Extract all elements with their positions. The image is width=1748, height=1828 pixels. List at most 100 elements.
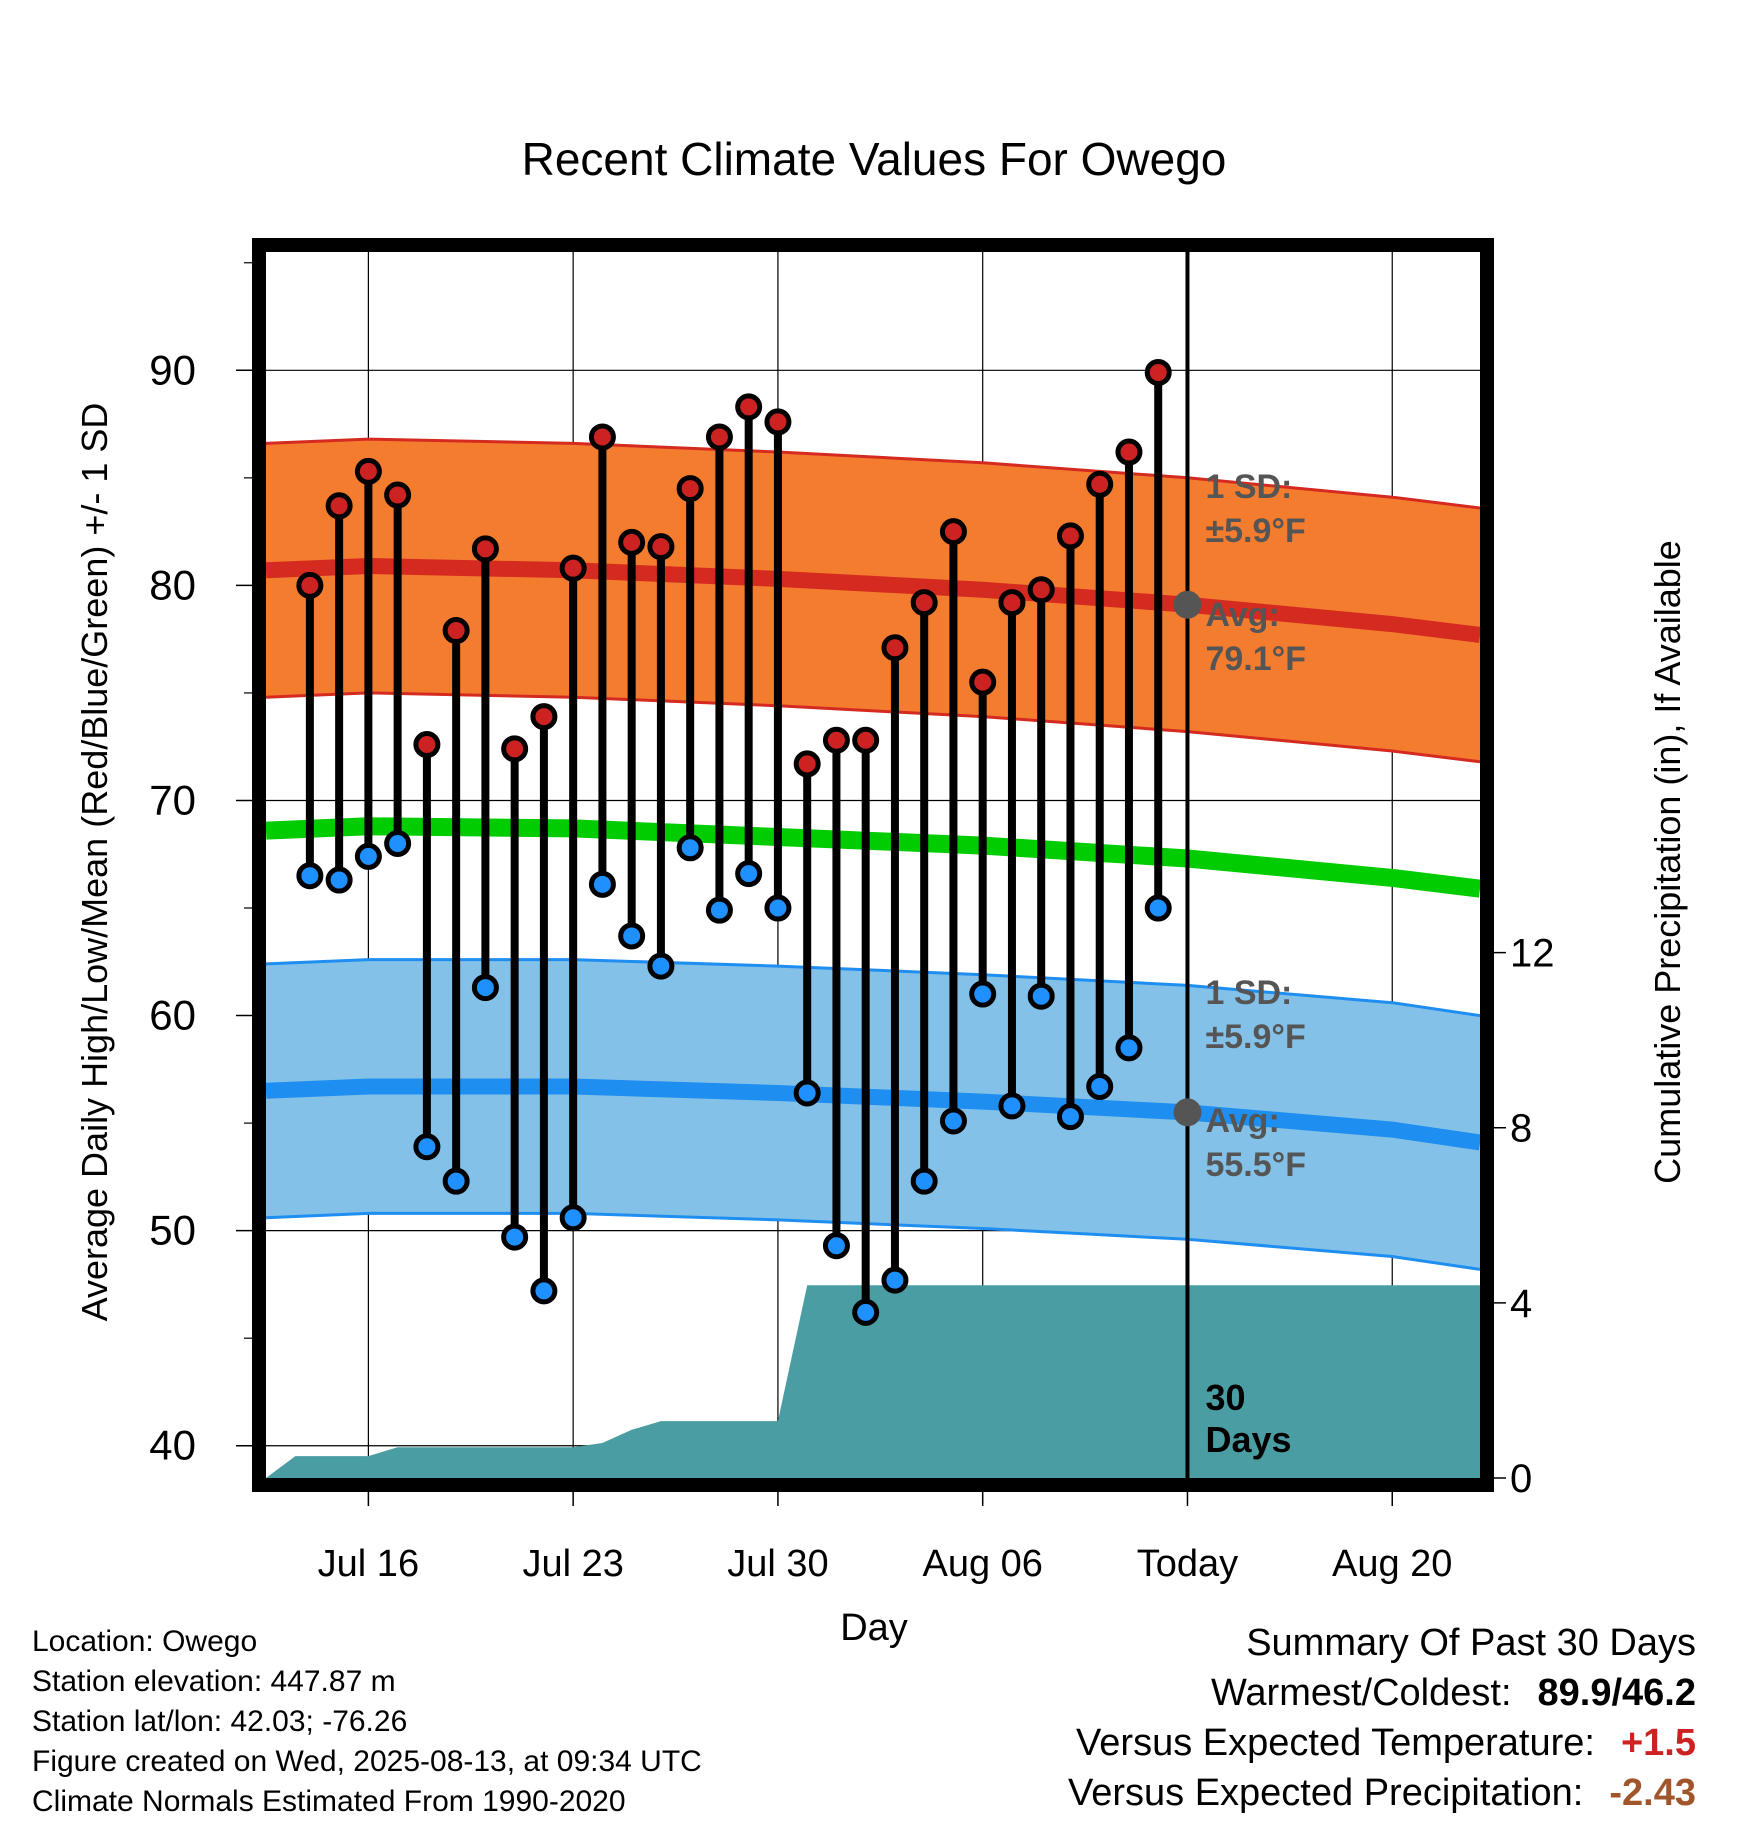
summary-title: Summary Of Past 30 Days (1246, 1622, 1696, 1664)
daily-low-point (325, 866, 353, 894)
daily-high-point (559, 554, 587, 582)
axes: 40 50 60 70 80 90 0 4 8 12 Jul 16 Jul 23 Jul 30 Aug 0… (149, 262, 1555, 1585)
precip-label: Versus Expected Precipitation: (1067, 1772, 1584, 1814)
daily-high-point (384, 481, 412, 509)
daily-low-point (969, 980, 997, 1008)
daily-low-point (822, 1232, 850, 1260)
y-tick-label: 70 (149, 776, 196, 823)
daily-low-point (354, 842, 382, 870)
location-text: Location: Owego (32, 1625, 258, 1658)
high-sd-label: 1 SD: (1205, 468, 1292, 506)
daily-high-point (296, 571, 324, 599)
y-right-tick-label: 4 (1510, 1282, 1532, 1326)
daily-high-point (998, 589, 1026, 617)
daily-range-stems (305, 372, 1163, 1313)
daily-low-point (910, 1167, 938, 1195)
daily-high-point (588, 423, 616, 451)
low-sd-value: ±5.9°F (1205, 1018, 1305, 1056)
y-right-tick-label: 12 (1510, 932, 1555, 976)
daily-high-point (647, 533, 675, 561)
daily-low-point (793, 1079, 821, 1107)
x-tick-label: Jul 23 (522, 1543, 623, 1585)
x-tick-label: Today (1137, 1543, 1238, 1585)
daily-low-point (1115, 1034, 1143, 1062)
daily-high-point (822, 726, 850, 754)
daily-high-point (676, 475, 704, 503)
high-band-lower-edge (266, 691, 1480, 764)
daily-low-point (1144, 894, 1172, 922)
chart-title: Recent Climate Values For Owego (522, 133, 1227, 185)
high-avg-value: 79.1°F (1205, 640, 1306, 678)
daily-low-point (647, 952, 675, 980)
summary-extremes: Warmest/Coldest: 89.9/46.2 (1068, 1668, 1696, 1718)
daily-points (296, 358, 1172, 1326)
x-axis-label: Day (840, 1607, 908, 1649)
normals-text: Climate Normals Estimated From 1990-2020 (32, 1785, 626, 1818)
daily-low-point (764, 894, 792, 922)
elevation-text: Station elevation: 447.87 m (32, 1665, 396, 1698)
summary-precip: Versus Expected Precipitation: -2.43 (1068, 1768, 1696, 1818)
mean-normal-line (266, 817, 1480, 898)
daily-low-point (939, 1107, 967, 1135)
y-axis-right-label: Cumulative Precipitation (in), If Availa… (1647, 540, 1688, 1184)
plot-frame (252, 238, 1494, 1492)
high-band-upper-edge (266, 437, 1480, 510)
y-tick-label: 50 (149, 1207, 196, 1254)
y-right-tick-label: 8 (1510, 1107, 1532, 1151)
today-high-normal-marker (1173, 590, 1202, 619)
x-tick-label: Aug 20 (1332, 1543, 1452, 1585)
temp-label: Versus Expected Temperature: (1076, 1722, 1595, 1764)
low-normal-line (266, 1078, 1480, 1151)
daily-high-point (1027, 576, 1055, 604)
daily-low-point (559, 1204, 587, 1232)
y-tick-label: 40 (149, 1422, 196, 1469)
x-tick-label: Aug 06 (922, 1543, 1042, 1585)
daily-low-point (384, 829, 412, 857)
daily-high-point (735, 393, 763, 421)
annotations: 1 SD: ±5.9°F Avg: 79.1°F 1 SD: ±5.9°F Avg: 55.5… (1173, 252, 1306, 1478)
station-info: Location: Owego Station elevation: 447.8… (32, 1622, 702, 1822)
daily-low-point (588, 870, 616, 898)
created-text: Figure created on Wed, 2025-08-13, at 09… (32, 1745, 702, 1778)
daily-low-point (618, 922, 646, 950)
daily-high-point (1056, 522, 1084, 550)
daily-high-point (793, 750, 821, 778)
daily-high-point (325, 492, 353, 520)
high-sd-value: ±5.9°F (1205, 512, 1305, 550)
daily-low-point (501, 1223, 529, 1251)
daily-high-point (1144, 358, 1172, 386)
daily-high-point (852, 726, 880, 754)
daily-high-point (530, 703, 558, 731)
high-avg-label: Avg: (1205, 596, 1279, 634)
today-low-normal-marker (1173, 1098, 1202, 1127)
daily-low-point (471, 974, 499, 1002)
extremes-value: 89.9/46.2 (1537, 1672, 1696, 1714)
summary-panel: Summary Of Past 30 Days Warmest/Coldest:… (1068, 1618, 1696, 1818)
y-axis-label: Average Daily High/Low/Mean (Red/Blue/Gr… (74, 403, 115, 1322)
daily-low-point (1056, 1103, 1084, 1131)
y-tick-label: 90 (149, 346, 196, 393)
period-value: 30 (1205, 1377, 1245, 1418)
y-right-tick-label: 0 (1510, 1457, 1532, 1501)
daily-high-point (442, 617, 470, 645)
daily-high-point (1086, 470, 1114, 498)
precip-area (266, 1285, 1480, 1478)
low-sd-label: 1 SD: (1205, 974, 1292, 1012)
daily-low-point (852, 1298, 880, 1326)
period-unit: Days (1205, 1419, 1291, 1460)
low-band-upper-edge (266, 958, 1480, 1018)
precip-value: -2.43 (1609, 1772, 1696, 1814)
daily-high-point (939, 518, 967, 546)
x-tick-label: Jul 16 (318, 1543, 419, 1585)
daily-high-point (969, 668, 997, 696)
daily-low-point (413, 1133, 441, 1161)
extremes-label: Warmest/Coldest: (1210, 1672, 1512, 1714)
low-avg-value: 55.5°F (1205, 1146, 1306, 1184)
high-normal-line (266, 557, 1480, 643)
daily-low-point (442, 1167, 470, 1195)
y-tick-label: 60 (149, 992, 196, 1039)
daily-high-point (618, 528, 646, 556)
daily-low-point (296, 862, 324, 890)
daily-low-point (705, 896, 733, 924)
